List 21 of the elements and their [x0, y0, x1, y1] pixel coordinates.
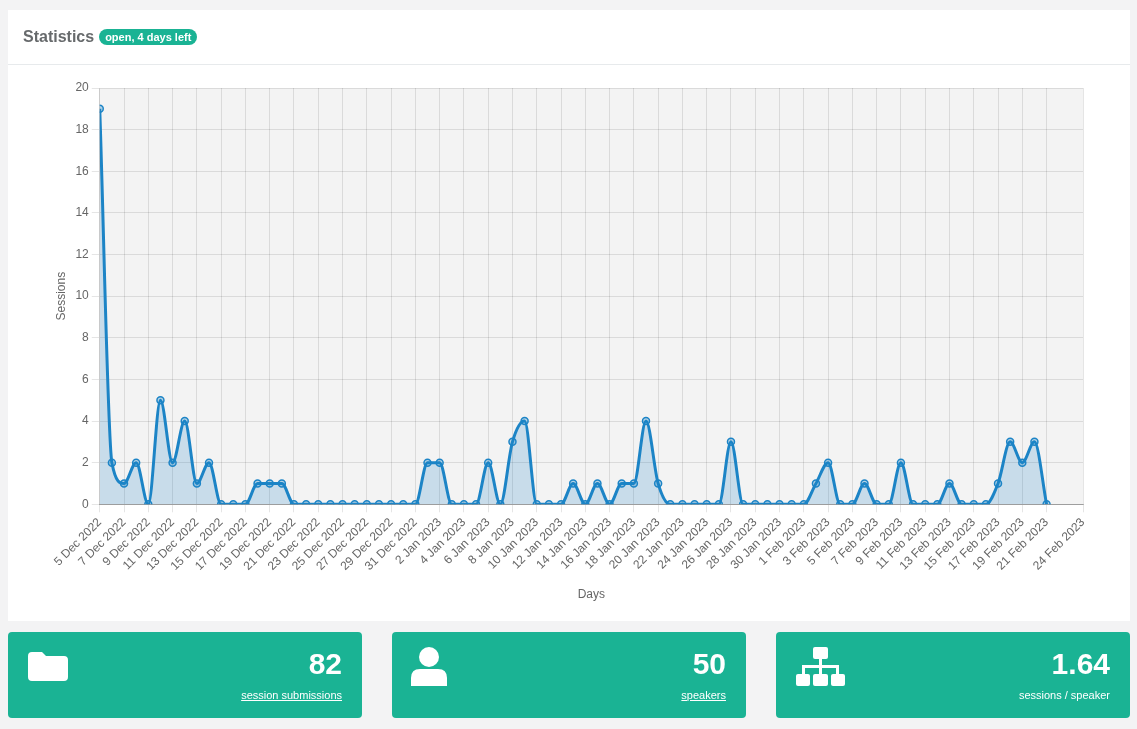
text: 1.64	[1051, 646, 1110, 682]
y-tick-label: 0	[82, 496, 90, 511]
y-tick-label: 8	[82, 330, 90, 345]
y-tick-label: 16	[75, 163, 90, 178]
y-tick-label: 18	[75, 121, 90, 136]
text: session submissions	[241, 688, 342, 702]
text: 50	[692, 646, 726, 682]
y-tick-label: 14	[75, 205, 90, 220]
y-tick-label: 12	[75, 246, 90, 261]
chart-title: Statistics	[23, 28, 95, 46]
y-tick-label: 4	[82, 413, 90, 428]
text: 82	[308, 646, 342, 682]
y-tick-label: 20	[75, 80, 90, 95]
x-axis-title: Days	[577, 587, 606, 602]
y-axis-title: Sessions	[53, 271, 68, 321]
y-tick-label: 10	[75, 288, 90, 303]
text: speakers	[681, 688, 726, 702]
chart-subtitle: open, 4 days left	[99, 29, 198, 45]
y-tick-label: 6	[82, 371, 90, 386]
y-tick-label: 2	[82, 454, 90, 469]
text: sessions / speaker	[1018, 688, 1110, 702]
